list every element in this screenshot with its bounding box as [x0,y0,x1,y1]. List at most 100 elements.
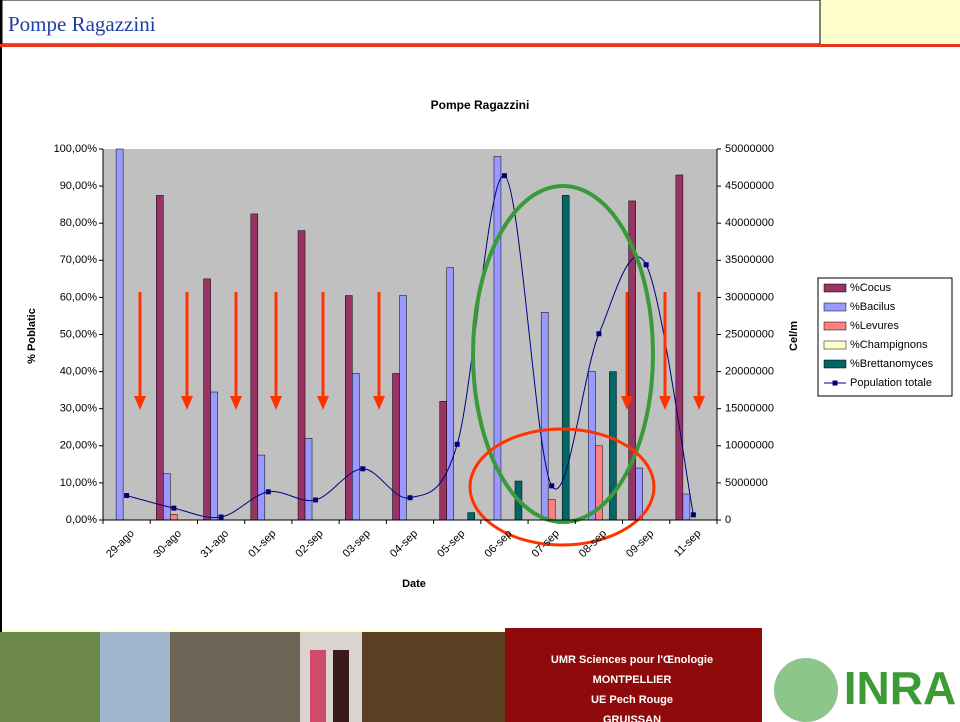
y-tick-label: 20,00% [60,440,98,452]
legend-box [817,277,953,397]
population-marker [454,441,460,447]
photo [362,632,505,722]
logo-globe [774,658,838,722]
population-marker [643,262,649,268]
legend-marker [832,380,838,386]
y2-tick-label: 20000000 [725,366,774,378]
slide-title: Pompe Ragazzini [8,12,156,36]
y-tick-label: 30,00% [60,403,98,415]
bar [635,467,643,521]
bottle [333,650,349,722]
y-tick-label: 80,00% [60,217,98,229]
population-marker [360,466,366,472]
red-arrow-head [230,396,242,410]
red-arrow-head [134,396,146,410]
y2-tick-label: 15000000 [725,403,774,415]
lab-line: UMR Sciences pour l'Œnologie [551,654,713,666]
y2-tick-label: 40000000 [725,217,774,229]
lab-line: GRUISSAN [603,714,661,722]
bar [439,401,447,521]
photo [300,632,362,722]
bottle [310,650,326,722]
y-tick-label: 40,00% [60,366,98,378]
lab-line: MONTPELLIER [593,674,672,686]
population-marker [265,489,271,495]
bar [467,512,475,521]
bar [170,514,178,521]
legend-swatch [823,283,847,293]
y2-tick-label: 45000000 [725,180,774,192]
population-marker [313,497,319,503]
logo-text: INRA [844,662,956,714]
photo [100,632,170,722]
bar [250,213,259,521]
bar [115,148,124,521]
bar [392,373,400,521]
annotations [134,184,705,547]
chart-title: Pompe Ragazzini [431,98,530,112]
y2-tick-label: 35000000 [725,254,774,266]
y-tick-label: 70,00% [60,254,98,266]
bar [203,278,211,521]
left-border [0,0,2,722]
y2-tick-label: 0 [725,514,731,526]
population-marker [124,493,130,499]
legend-label: %Bacilus [850,301,896,313]
legend-label: %Cocus [850,282,891,294]
legend-label: %Levures [850,320,899,332]
population-marker [549,483,555,489]
bar [399,295,407,521]
y2-tick-label: 50000000 [725,143,774,155]
y2-tick-label: 25000000 [725,328,774,340]
bar [675,174,684,521]
bar [352,373,360,521]
population-marker [171,505,177,511]
red-arrow-head [621,396,633,410]
legend-swatch [823,302,847,312]
y-tick-label: 100,00% [54,143,98,155]
red-arrow-head [373,396,385,410]
bar [588,371,596,521]
bar [345,295,353,521]
x-axis-title: Date [402,578,426,590]
title-box [1,0,821,45]
legend-swatch [823,321,847,331]
header-rule [0,44,960,47]
red-arrow-head [659,396,671,410]
legend-swatch [823,359,847,369]
y2-tick-label: 10000000 [725,440,774,452]
red-arrow-head [693,396,705,410]
y-tick-label: 90,00% [60,180,98,192]
bar [156,195,164,521]
y-tick-label: 0,00% [66,514,97,526]
red-arrow-head [270,396,282,410]
population-marker [596,331,602,337]
bar [304,438,313,521]
population-marker [690,512,696,518]
y2-axis-title: Cel/m [788,321,800,351]
footer-photos [0,632,505,722]
bar [210,391,218,521]
lab-box [505,628,762,722]
y-tick-label: 60,00% [60,291,98,303]
y-tick-label: 10,00% [60,477,98,489]
red-arrow-head [317,396,329,410]
population-marker [501,173,507,179]
y-axis-title: % Poblatic [26,308,38,364]
y2-tick-label: 30000000 [725,291,774,303]
legend-label: %Champignons [850,339,928,351]
photo [170,632,300,722]
y2-tick-label: 5000000 [725,477,768,489]
y-tick-label: 50,00% [60,328,98,340]
bar [682,493,691,521]
bar [540,311,549,521]
green-ellipse [471,184,655,524]
bar [446,267,454,521]
lab-line: UE Pech Rouge [591,694,673,706]
photo [0,632,100,722]
population-marker [218,514,224,520]
bar [297,230,306,521]
legend-label: Population totale [850,377,932,389]
